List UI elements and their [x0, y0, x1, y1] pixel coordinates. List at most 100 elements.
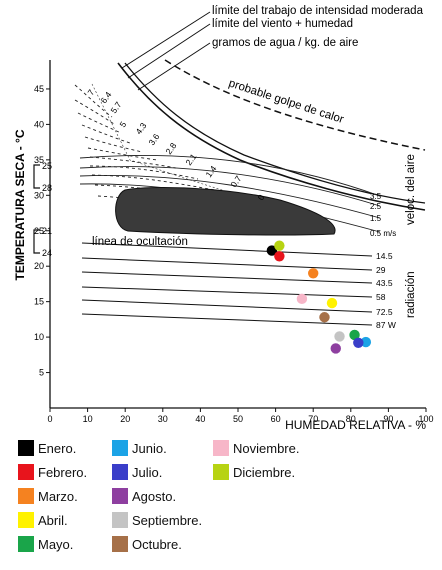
bracket-lower: [33, 229, 40, 254]
x-tick-label: 70: [308, 414, 318, 424]
legend-item: Julio.: [112, 462, 162, 482]
bracket-upper-top: 25: [42, 161, 52, 171]
x-tick-label: 0: [47, 414, 52, 424]
water-label: 5.7: [108, 100, 123, 116]
wind-labels: 3.52.5 1.5 0.5 m/s: [370, 192, 396, 238]
month-point: [330, 343, 341, 354]
legend-label: Octubre.: [132, 536, 182, 552]
wind-speed-label: 0.5 m/s: [370, 229, 396, 238]
radiation-value-label: 14.5: [376, 251, 393, 261]
month-point: [319, 312, 330, 323]
heat-stroke-curve: [164, 59, 426, 151]
x-axis-title: HUMEDAD RELATIVA - %: [285, 418, 426, 430]
callout-work-limit: [121, 11, 211, 69]
month-point: [296, 293, 308, 305]
legend-item: Abril.: [18, 510, 68, 530]
y-axis-title: TEMPERATURA SECA - °C: [13, 129, 27, 280]
callout-water: [137, 42, 211, 91]
month-point: [326, 297, 338, 309]
legend-label: Agosto.: [132, 488, 177, 504]
legend-swatch: [112, 488, 128, 504]
legend: Enero. Febrero. Marzo. Abril. Mayo. Junio. Jul…: [0, 432, 442, 570]
radiation-value-label: 58: [376, 292, 386, 302]
legend-swatch: [18, 488, 34, 504]
radiation-lines: [81, 242, 373, 326]
radiation-value-label: 43.5: [376, 278, 393, 288]
legend-label: Mayo.: [38, 536, 74, 552]
legend-swatch: [112, 512, 128, 528]
radiation-axis-label: radiación: [405, 271, 417, 318]
water-label: 1.4: [203, 164, 218, 180]
legend-label: Junio.: [132, 440, 167, 456]
y-tick-label: 15: [34, 297, 44, 307]
water-label: 7: [85, 87, 96, 97]
legend-swatch: [112, 464, 128, 480]
bracket-upper-bottom: 28: [42, 183, 52, 193]
water-label: 3.6: [146, 132, 161, 148]
y-tick-label: 35: [34, 155, 44, 165]
y-tick-label: 25: [34, 226, 44, 236]
water-label: 5: [117, 119, 128, 129]
data-points: [266, 240, 372, 354]
legend-label: Febrero.: [38, 464, 88, 480]
y-tick-label: 10: [34, 332, 44, 342]
legend-item: Agosto.: [112, 486, 176, 506]
legend-label: Septiembre.: [132, 512, 203, 528]
legend-item: Septiembre.: [112, 510, 202, 530]
legend-label: Diciembre.: [233, 464, 296, 480]
legend-label: Marzo.: [38, 488, 78, 504]
month-point: [308, 268, 319, 279]
y-tick-label: 45: [34, 84, 44, 94]
legend-swatch: [112, 536, 128, 552]
wind-limit-curve: [124, 62, 426, 204]
x-tick-label: 30: [158, 414, 168, 424]
y-tick-label: 5: [39, 368, 44, 378]
month-point: [266, 245, 278, 256]
legend-swatch: [18, 440, 34, 456]
bracket-upper: [33, 164, 40, 189]
water-label: 2.8: [163, 141, 178, 157]
water-labels: 7 6.45.75 4.33.62.82.11.40.70: [85, 87, 266, 202]
shade-line-label: línea de ocultación: [92, 236, 188, 248]
wind-limit-label: límite del viento + humedad: [212, 18, 353, 30]
month-point: [360, 336, 372, 348]
water-label: 4.3: [133, 121, 148, 137]
legend-item: Febrero.: [18, 462, 87, 482]
heat-stroke-label: probable golpe de calor: [227, 77, 345, 126]
wind-axis-label: veloc. del aire: [405, 154, 417, 225]
legend-swatch: [213, 440, 229, 456]
work-limit-label: límite del trabajo de intensidad moderad…: [212, 5, 424, 17]
water-label: 6.4: [98, 90, 113, 106]
x-ticks: 0 10 20 30 40 50 60 70 80 90 100: [47, 408, 434, 424]
legend-item: Noviembre.: [213, 438, 299, 458]
y-tick-label: 20: [34, 261, 44, 271]
legend-item: Diciembre.: [213, 462, 295, 482]
water-guide: [91, 83, 271, 206]
radiation-value-label: 87 W: [376, 320, 396, 330]
radiation-value-label: 29: [376, 265, 386, 275]
month-point: [353, 337, 364, 348]
x-tick-label: 60: [271, 414, 281, 424]
water-label: gramos de agua / kg. de aire: [212, 37, 358, 49]
y-ticks: 5 10 15 20 25 30 35 40 45: [34, 84, 50, 378]
legend-swatch: [18, 464, 34, 480]
month-point: [274, 240, 285, 251]
water-label: 0: [255, 192, 266, 202]
legend-label: Noviembre.: [233, 440, 300, 456]
y-tick-label: 40: [34, 119, 44, 129]
x-tick-label: 80: [346, 414, 356, 424]
x-tick-label: 100: [418, 414, 433, 424]
x-tick-label: 90: [383, 414, 393, 424]
legend-swatch: [112, 440, 128, 456]
month-point: [349, 329, 360, 341]
radiation-labels: 14.5 29 43.5 58 72.5 87 W: [376, 251, 396, 330]
wind-speed-label: 3.5: [370, 192, 382, 201]
legend-item: Mayo.: [18, 534, 73, 554]
legend-swatch: [18, 536, 34, 552]
water-label: 2.1: [183, 152, 198, 168]
legend-swatch: [18, 512, 34, 528]
legend-swatch: [213, 464, 229, 480]
legend-item: Enero.: [18, 438, 76, 458]
x-tick-label: 50: [233, 414, 243, 424]
legend-label: Julio.: [132, 464, 163, 480]
